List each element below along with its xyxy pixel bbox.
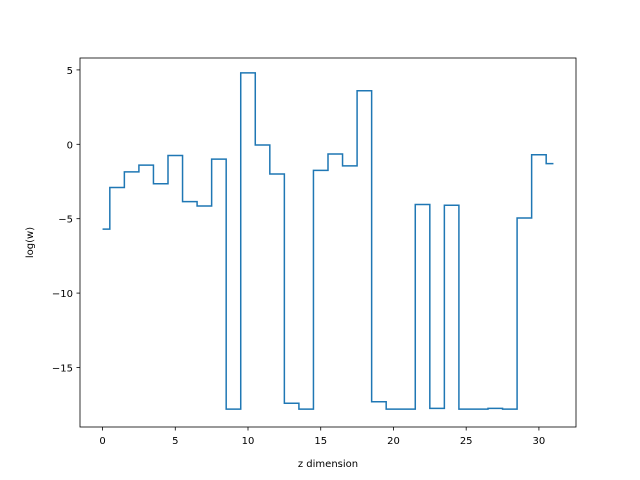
y-axis-label: log(w) bbox=[25, 227, 36, 258]
y-tick-label: −15 bbox=[52, 363, 73, 374]
x-tick-label: 30 bbox=[533, 436, 546, 447]
x-axis-label: z dimension bbox=[298, 459, 358, 470]
x-tick-label: 20 bbox=[387, 436, 400, 447]
x-tick-label: 15 bbox=[314, 436, 327, 447]
series-line bbox=[102, 72, 554, 410]
y-axis: 5 0 −5 −10 −15 bbox=[52, 66, 80, 374]
x-tick-label: 0 bbox=[99, 436, 105, 447]
axes-frame bbox=[79, 57, 577, 428]
x-tick-label: 25 bbox=[460, 436, 473, 447]
y-tick-label: −10 bbox=[52, 289, 73, 300]
y-tick-label: 0 bbox=[67, 140, 73, 151]
x-tick-label: 10 bbox=[242, 436, 255, 447]
x-axis: 0 5 10 15 20 25 30 bbox=[99, 427, 545, 447]
plot-area bbox=[102, 72, 554, 410]
y-tick-label: 5 bbox=[67, 66, 73, 77]
x-tick-label: 5 bbox=[172, 436, 178, 447]
y-tick-label: −5 bbox=[58, 215, 73, 226]
